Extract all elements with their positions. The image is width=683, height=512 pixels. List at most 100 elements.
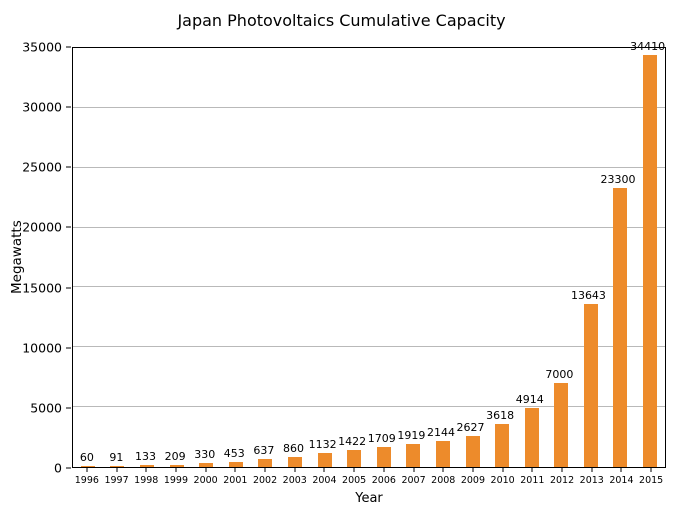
x-tick-label: 2002: [252, 475, 278, 486]
x-tick-label: 2011: [520, 475, 545, 486]
bar-value-label: 1132: [308, 438, 337, 452]
y-tick-mark: [66, 46, 71, 48]
x-tick-label: 2007: [401, 475, 426, 486]
bar: [347, 449, 362, 467]
bars: 60 91 133 209 330 453 637 860 1132 1422 1709 1919 21…: [73, 40, 665, 467]
x-axis-title: Year: [355, 491, 383, 506]
x-tick-label: 2008: [431, 475, 456, 486]
x-tick-label: 1998: [134, 475, 159, 486]
y-tick-mark: [66, 467, 71, 469]
x-tick-mark: [472, 468, 474, 472]
x-tick-mark: [353, 468, 355, 472]
x-tick-label: 1999: [163, 475, 189, 486]
bar: [524, 408, 539, 467]
bar: [465, 435, 480, 467]
gridline: [73, 406, 665, 408]
bar-group: 1709: [368, 48, 399, 467]
bar-group: 860: [280, 48, 310, 467]
x-tick-label: 2006: [371, 475, 396, 486]
bar-group: 209: [162, 48, 192, 467]
bar-group: 453: [221, 48, 251, 467]
bar: [317, 453, 332, 467]
bar-value-label: 7000: [545, 368, 574, 382]
y-tick-label: 20000: [22, 219, 62, 235]
bar-value-label: 330: [194, 448, 216, 462]
y-tick-mark: [66, 407, 71, 409]
bar-group: 7000: [545, 48, 577, 467]
bar-value-label: 637: [253, 444, 275, 458]
bar: [435, 441, 450, 467]
bar-group: 4914: [515, 48, 547, 467]
y-axis: 0 5000 10000 15000 20000 25000 30000 35000: [0, 40, 72, 476]
bar: [110, 465, 125, 467]
x-tick-mark: [413, 468, 415, 472]
bar-group: 2144: [426, 48, 458, 467]
x-tick-label: 2010: [490, 475, 515, 486]
bar-value-label: 13643: [570, 288, 606, 302]
bar-group: 13643: [571, 48, 606, 467]
x-tick-mark: [620, 468, 622, 472]
bar-value-label: 60: [79, 451, 94, 465]
x-axis: 1996 1997 1998 1999 2000 2001 2002 2003 2004 2005…: [72, 468, 666, 490]
bar-group: 23300: [601, 48, 636, 467]
bar-group: 60: [73, 48, 103, 467]
y-tick-mark: [66, 287, 71, 289]
plot-area: 60 91 133 209 330 453 637 860 1132 1422 1709 1919 21…: [72, 40, 666, 468]
bar-group: 2627: [456, 48, 488, 467]
x-tick-label: 2001: [223, 475, 248, 486]
y-tick-label: 30000: [22, 99, 62, 115]
x-tick-label: 2004: [312, 475, 337, 486]
x-tick-mark: [591, 468, 593, 472]
bar: [613, 188, 628, 467]
bar: [228, 461, 243, 467]
x-tick-label: 2014: [609, 475, 634, 486]
bar-value-label: 133: [135, 450, 157, 464]
x-tick-mark: [294, 468, 296, 472]
bar-group: 637: [251, 48, 281, 467]
y-tick-mark: [66, 166, 71, 168]
x-tick-mark: [383, 468, 385, 472]
gridlines: [73, 48, 665, 467]
x-tick-mark: [442, 468, 444, 472]
x-tick-label: 2000: [193, 475, 218, 486]
x-tick-label: 2012: [549, 475, 575, 486]
x-tick-label: 2005: [342, 475, 367, 486]
bar-value-label: 2627: [456, 420, 485, 434]
bar-value-label: 2144: [426, 426, 455, 440]
x-tick-mark: [531, 468, 533, 472]
x-tick-mark: [323, 468, 325, 472]
x-tick-label: 2015: [639, 475, 664, 486]
x-tick-label: 1996: [74, 475, 99, 486]
bar: [495, 423, 510, 467]
y-tick-label: 15000: [22, 280, 62, 296]
bar-value-label: 4914: [515, 393, 544, 407]
bar-value-label: 1919: [397, 429, 426, 443]
gridline: [73, 286, 665, 288]
x-tick-label: 2003: [282, 475, 307, 486]
x-tick-mark: [145, 468, 147, 472]
bar-group: 330: [191, 48, 221, 467]
gridline: [73, 226, 665, 228]
bar: [376, 446, 391, 467]
bar: [258, 459, 273, 467]
bar: [80, 466, 95, 467]
y-tick-mark: [66, 347, 71, 349]
x-tick-label: 2013: [579, 475, 604, 486]
bar-group: 1422: [338, 48, 369, 467]
y-tick-label: 0: [54, 460, 62, 476]
chart-title: Japan Photovoltaics Cumulative Capacity: [177, 11, 506, 30]
x-tick-mark: [561, 468, 563, 472]
x-tick-mark: [650, 468, 652, 472]
x-tick-mark: [175, 468, 177, 472]
bar: [287, 456, 302, 467]
bar-value-label: 453: [223, 446, 245, 460]
y-tick-label: 5000: [30, 400, 62, 416]
bar-group: 1919: [397, 48, 429, 467]
gridline: [73, 106, 665, 108]
x-tick-mark: [502, 468, 504, 472]
bar: [643, 55, 658, 467]
y-tick-mark: [66, 226, 71, 228]
x-tick-mark: [116, 468, 118, 472]
x-tick-label: 2009: [460, 475, 486, 486]
